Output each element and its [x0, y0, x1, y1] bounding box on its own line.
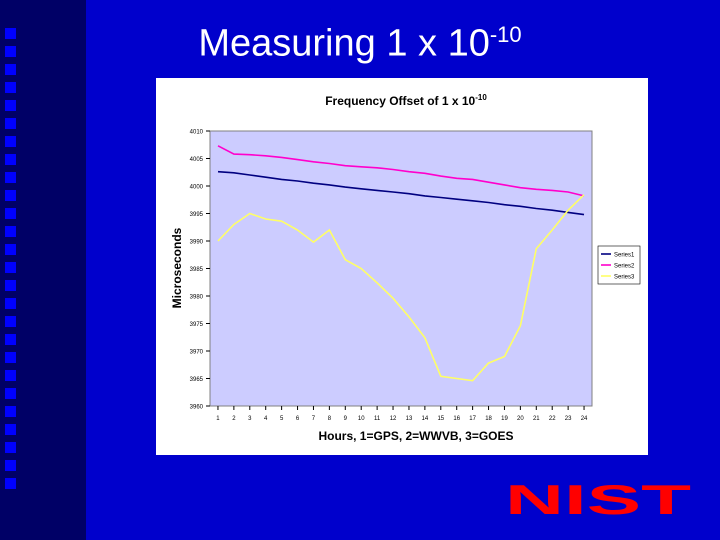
decorative-square	[5, 334, 16, 345]
y-tick-label: 3990	[190, 240, 204, 246]
decorative-square	[5, 352, 16, 363]
decorative-square	[5, 406, 16, 417]
slide-title: Measuring 1 x 10-10	[0, 22, 720, 66]
decorative-square	[5, 28, 16, 39]
x-tick-label: 17	[469, 416, 476, 422]
decorative-square	[5, 190, 16, 201]
y-tick-label: 3995	[190, 212, 204, 218]
x-tick-label: 3	[248, 416, 252, 422]
chart-title: Frequency Offset of 1 x 10-10	[325, 93, 487, 108]
decorative-square	[5, 388, 16, 399]
x-tick-label: 8	[328, 416, 332, 422]
decorative-square	[5, 262, 16, 273]
x-tick-label: 22	[549, 416, 556, 422]
x-tick-label: 5	[280, 416, 284, 422]
decorative-square	[5, 316, 16, 327]
nist-logo: NIST	[502, 476, 694, 525]
frequency-offset-chart: Frequency Offset of 1 x 10-10 3960396539…	[170, 93, 641, 443]
series-line-series3	[217, 194, 585, 382]
decorative-square	[5, 442, 16, 453]
y-tick-label: 3965	[190, 377, 204, 383]
x-tick-label: 15	[437, 416, 444, 422]
y-tick-label: 4005	[190, 157, 204, 163]
x-tick-label: 16	[453, 416, 460, 422]
decorative-square	[5, 424, 16, 435]
x-tick-label: 10	[358, 416, 365, 422]
y-tick-label: 4000	[190, 185, 204, 191]
series-line-series1	[217, 170, 585, 216]
x-tick-label: 21	[533, 416, 540, 422]
x-tick-label: 9	[344, 416, 348, 422]
decorative-square	[5, 244, 16, 255]
y-tick-label: 3975	[190, 322, 204, 328]
y-tick-label: 3980	[190, 295, 204, 301]
x-tick-label: 20	[517, 416, 524, 422]
x-tick-label: 18	[485, 416, 492, 422]
legend-entry: Series3	[614, 275, 635, 281]
decorative-square	[5, 118, 16, 129]
x-tick-label: 1	[216, 416, 220, 422]
x-tick-label: 12	[390, 416, 397, 422]
decorative-squares	[5, 28, 21, 496]
y-tick-label: 3970	[190, 350, 204, 356]
series-line-series2	[217, 145, 585, 197]
decorative-square	[5, 280, 16, 291]
legend-entry: Series2	[614, 264, 635, 270]
x-tick-label: 23	[565, 416, 572, 422]
x-tick-label: 11	[374, 416, 381, 422]
decorative-square	[5, 478, 16, 489]
x-tick-label: 14	[422, 416, 429, 422]
decorative-square	[5, 370, 16, 381]
chart-image: Frequency Offset of 1 x 10-10 3960 3965 39…	[156, 78, 648, 455]
decorative-square	[5, 46, 16, 57]
decorative-square	[5, 136, 16, 147]
x-tick-label: 6	[296, 416, 300, 422]
decorative-square	[5, 154, 16, 165]
decorative-square	[5, 64, 16, 75]
slide-title-exponent: -10	[489, 22, 522, 47]
y-tick-label: 3985	[190, 267, 204, 273]
x-tick-label: 13	[406, 416, 413, 422]
legend-entry: Series1	[614, 253, 635, 259]
x-tick-label: 24	[581, 416, 588, 422]
x-axis-label: Hours, 1=GPS, 2=WWVB, 3=GOES	[318, 429, 513, 443]
x-tick-label: 7	[312, 416, 316, 422]
decorative-square	[5, 208, 16, 219]
y-tick-label: 4010	[190, 130, 204, 136]
chart-title-exponent: -10	[475, 93, 487, 102]
x-tick-label: 19	[501, 416, 508, 422]
left-band	[0, 0, 86, 540]
plot-area	[209, 130, 593, 407]
y-tick-label: 3960	[190, 405, 204, 411]
decorative-square	[5, 82, 16, 93]
decorative-square	[5, 172, 16, 183]
decorative-square	[5, 460, 16, 471]
slide-title-main: Measuring 1 x 10	[198, 22, 490, 65]
decorative-square	[5, 226, 16, 237]
nist-logo-text: NIST	[505, 480, 692, 520]
x-tick-label: 4	[264, 416, 268, 422]
y-axis-label: Microseconds	[170, 227, 184, 308]
x-tick-label: 2	[232, 416, 236, 422]
decorative-square	[5, 298, 16, 309]
decorative-square	[5, 100, 16, 111]
